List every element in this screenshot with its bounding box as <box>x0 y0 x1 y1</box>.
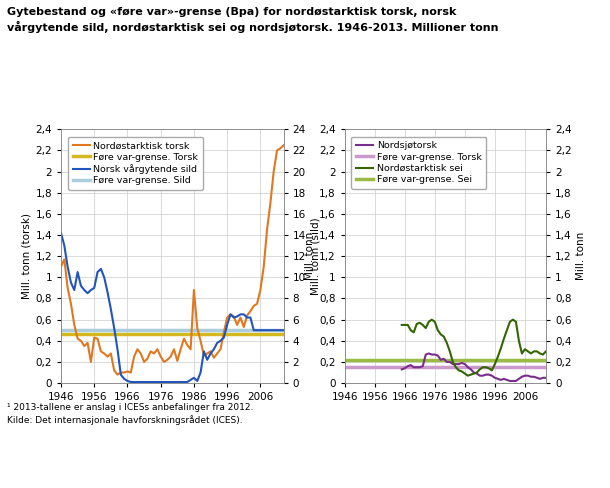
Legend: Nordsjøtorsk, Føre var-grense. Torsk, Nordøstarktisk sei, Føre var-grense. Sei: Nordsjøtorsk, Føre var-grense. Torsk, No… <box>351 137 487 189</box>
Y-axis label: Mill. tonn: Mill. tonn <box>576 232 586 280</box>
Legend: Nordøstarktisk torsk, Føre var-grense. Torsk, Norsk vårgytende sild, Føre var-gr: Nordøstarktisk torsk, Føre var-grense. T… <box>68 137 203 190</box>
Y-axis label: Mill. tonn (sild): Mill. tonn (sild) <box>310 217 320 295</box>
Y-axis label: Mill. tonn (torsk): Mill. tonn (torsk) <box>21 213 31 299</box>
Text: ¹ 2013-tallene er anslag i ICESs anbefalinger fra 2012.
Kilde: Det internasjonal: ¹ 2013-tallene er anslag i ICESs anbefal… <box>7 403 254 425</box>
Y-axis label: Mill. tonn: Mill. tonn <box>305 232 315 280</box>
Text: Gytebestand og «føre var»-grense (Bpa) for nordøstarktisk torsk, norsk
vårgytend: Gytebestand og «føre var»-grense (Bpa) f… <box>7 7 499 34</box>
